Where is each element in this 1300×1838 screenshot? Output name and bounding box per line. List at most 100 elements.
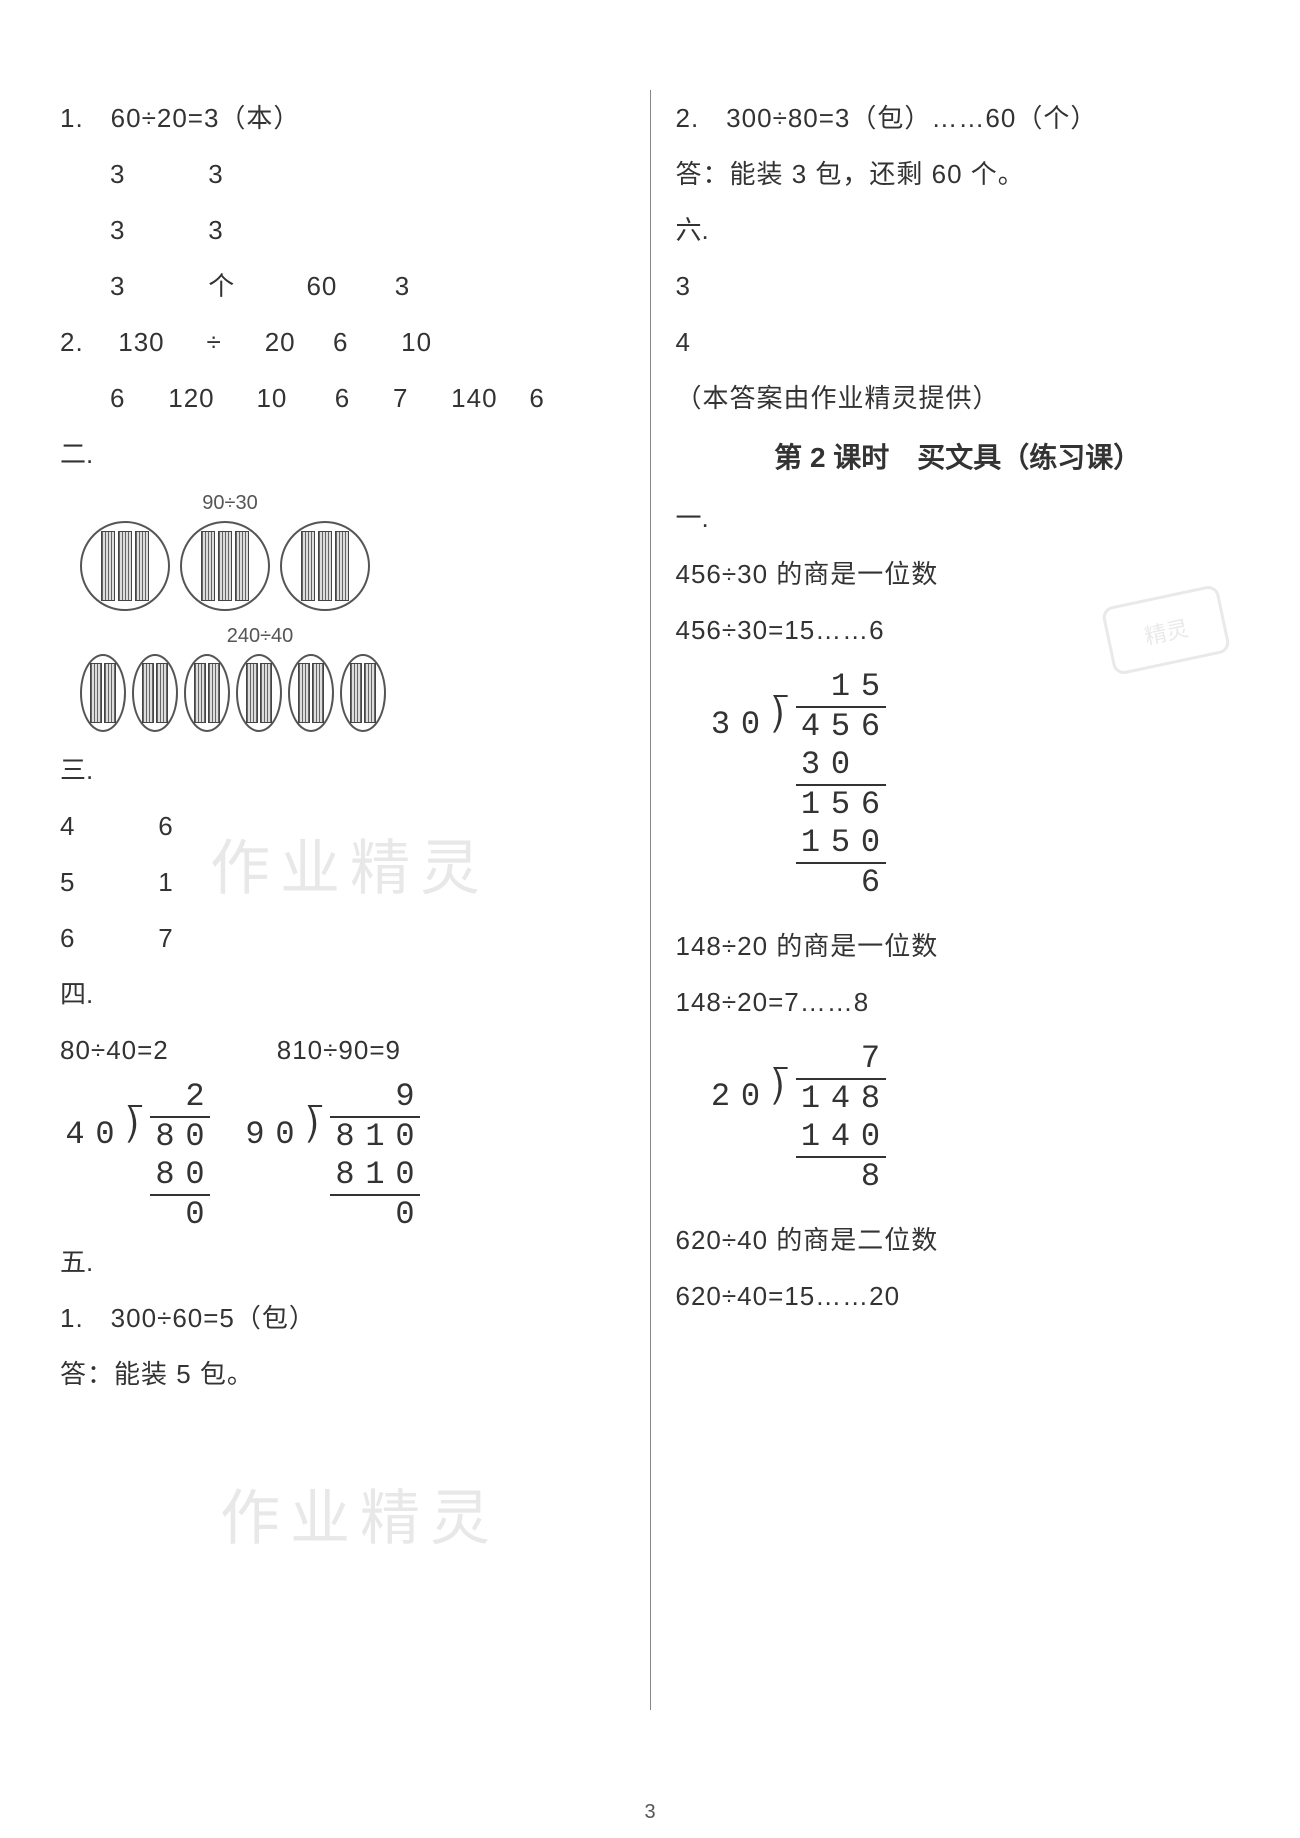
lesson-title: 第 2 课时 买文具（练习课） <box>676 430 1241 486</box>
val: 20 <box>265 314 325 370</box>
p2b: 148÷20=7……8 <box>676 974 1241 1030</box>
bundle-icon <box>80 654 126 732</box>
step-digit: 6 <box>856 862 886 902</box>
sec6-head: 六. <box>676 202 1241 258</box>
q1-row1: 3 3 <box>60 146 625 202</box>
sec3-r1: 4 6 <box>60 798 625 854</box>
val: 7 <box>158 910 173 966</box>
bundle-icon <box>132 654 178 732</box>
step-digit: 8 <box>330 1156 360 1194</box>
sec4-head: 四. <box>60 966 625 1022</box>
p3a: 620÷40 的商是二位数 <box>676 1212 1241 1268</box>
val: 2. <box>60 314 110 370</box>
q1-row2: 3 3 <box>60 202 625 258</box>
sec5-q1a: 1. 300÷60=5（包） <box>60 1290 625 1346</box>
p1a: 456÷30 的商是一位数 <box>676 546 1241 602</box>
step-digit: 6 <box>856 784 886 824</box>
q1-row3: 3 个 60 3 <box>60 258 625 314</box>
fig-caption: 240÷40 <box>80 625 440 648</box>
step-digit: 0 <box>390 1156 420 1194</box>
step-digit: 0 <box>856 1118 886 1156</box>
step-digit: 8 <box>150 1156 180 1194</box>
val: 3 <box>110 146 200 202</box>
step-digit: 0 <box>180 1156 210 1194</box>
quotient-digit: 2 <box>180 1078 210 1116</box>
longdiv-148-20: 7 2 0 ⟌ 1 4 8 140 8 <box>706 1040 1241 1196</box>
val: 10 <box>401 314 432 370</box>
step-digit: 1 <box>796 824 826 862</box>
q2-line1: 2. 130 ÷ 20 6 10 <box>60 314 625 370</box>
val: ÷ <box>206 314 256 370</box>
dividend-digit: 5 <box>826 706 856 746</box>
divisor-digit: 4 <box>60 1116 90 1156</box>
val: 6 <box>60 910 150 966</box>
bracket-icon: ⟌ <box>766 706 796 746</box>
dividend-digit: 4 <box>826 1078 856 1118</box>
bundle-icon <box>184 654 230 732</box>
bracket-icon: ⟌ <box>120 1116 150 1156</box>
val: 6 <box>333 314 393 370</box>
val: 6 <box>335 370 385 426</box>
bundle-icon <box>280 521 370 611</box>
figure-90-30: 90÷30 240÷40 <box>80 492 625 732</box>
p1b: 456÷30=15……6 <box>676 602 1241 658</box>
sec1-head: 一. <box>676 490 1241 546</box>
quotient-digit: 1 <box>826 668 856 706</box>
step-digit: 5 <box>826 824 856 862</box>
sec6-l1: 3 <box>676 258 1241 314</box>
dividend-digit: 6 <box>856 706 886 746</box>
sec6-l2: 4 <box>676 314 1241 370</box>
sec2-head: 二. <box>60 426 625 482</box>
val: 3 <box>208 146 223 202</box>
val: 1 <box>158 854 173 910</box>
bundle-icon <box>80 521 170 611</box>
val: 130 <box>118 314 198 370</box>
quotient-digit: 5 <box>856 668 886 706</box>
step-digit: 4 <box>826 1118 856 1156</box>
step-digit: 0 <box>856 824 886 862</box>
step-digit: 8 <box>856 1156 886 1196</box>
longdiv-80-40: 2 4 0 ⟌ 8 0 80 0 <box>60 1078 210 1234</box>
val: 4 <box>60 798 150 854</box>
divisor-digit: 0 <box>736 706 766 746</box>
fig-caption: 90÷30 <box>80 492 380 515</box>
val: 6 <box>110 370 160 426</box>
dividend-digit: 1 <box>796 1078 826 1118</box>
val: 3 <box>395 258 410 314</box>
val: 140 <box>451 370 521 426</box>
q2b: 答：能装 3 包，还剩 60 个。 <box>676 146 1241 202</box>
page: 1. 60÷20=3（本） 3 3 3 3 3 个 60 3 2. 130 ÷ … <box>0 0 1300 1838</box>
sec4-line: 80÷40=2 810÷90=9 <box>60 1022 625 1078</box>
step-digit: 1 <box>360 1156 390 1194</box>
step-digit: 1 <box>796 1118 826 1156</box>
quotient-digit: 9 <box>390 1078 420 1116</box>
divisor-digit: 0 <box>270 1116 300 1156</box>
val: 6 <box>529 370 544 426</box>
dividend-digit: 8 <box>330 1116 360 1156</box>
val: 6 <box>158 798 173 854</box>
p3b: 620÷40=15……20 <box>676 1268 1241 1324</box>
val: 10 <box>256 370 326 426</box>
dividend-digit: 4 <box>796 706 826 746</box>
sec5-q1b: 答：能装 5 包。 <box>60 1346 625 1402</box>
left-column: 1. 60÷20=3（本） 3 3 3 3 3 个 60 3 2. 130 ÷ … <box>40 90 645 1798</box>
val: 3 <box>208 202 223 258</box>
sec3-head: 三. <box>60 742 625 798</box>
val: 3 <box>110 202 200 258</box>
bracket-icon: ⟌ <box>300 1116 330 1156</box>
divisor-digit: 0 <box>90 1116 120 1156</box>
bundle-icon <box>180 521 270 611</box>
q2a: 2. 300÷80=3（包）……60（个） <box>676 90 1241 146</box>
sec3-r3: 6 7 <box>60 910 625 966</box>
step-digit: 0 <box>180 1194 210 1234</box>
right-column: 精灵 2. 300÷80=3（包）……60（个） 答：能装 3 包，还剩 60 … <box>656 90 1261 1798</box>
bundle-icon <box>236 654 282 732</box>
step-digit: 1 <box>796 784 826 824</box>
sec5-head: 五. <box>60 1234 625 1290</box>
quotient-digit: 7 <box>856 1040 886 1078</box>
bundle-icon <box>340 654 386 732</box>
divisor-digit: 0 <box>736 1078 766 1118</box>
page-number: 3 <box>644 1801 655 1824</box>
divisor-digit: 3 <box>706 706 736 746</box>
bundle-icon <box>288 654 334 732</box>
